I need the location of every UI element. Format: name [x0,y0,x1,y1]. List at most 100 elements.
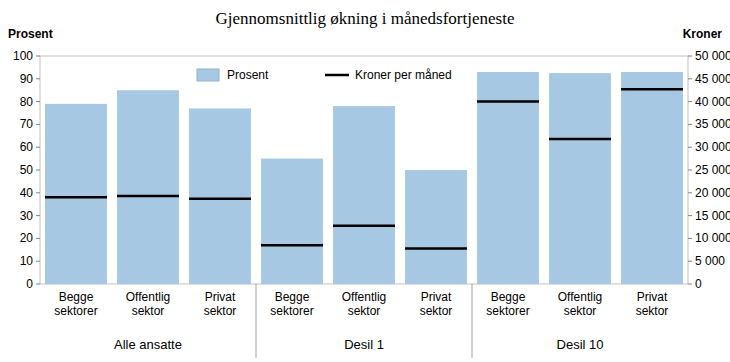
y-tick-label: 60 [20,140,34,154]
y-tick [36,261,40,262]
legend-label: Prosent [227,68,269,82]
chart: Gjennomsnittlig økning i månedsfortjenes… [0,0,730,362]
y2-tick-label: 30 000 [695,140,730,154]
y-tick-label: 80 [20,95,34,109]
y-tick-label: 0 [26,277,33,291]
category-label: Offentligsektor [342,290,386,318]
bar [549,73,611,284]
category-label-line: sektor [564,304,597,318]
category-label: Privatsektor [636,290,669,318]
y2-tick-label: 35 000 [695,117,730,131]
y2-tick [688,101,692,102]
category-label-line: sektor [420,304,453,318]
category-label: Privatsektor [420,290,453,318]
legend-swatch [197,69,219,81]
y-tick [36,78,40,79]
category-label-line: sektor [636,304,669,318]
plot-frame [40,56,688,284]
y-tick-label: 10 [20,254,34,268]
legend: Prosent Kroner per måned [197,68,452,82]
y2-tick [688,261,692,262]
dash-marker [405,247,467,250]
y-tick-label: 100 [13,49,33,63]
category-label: Offentligsektor [126,290,170,318]
y2-tick-label: 0 [695,277,702,291]
category-label-line: Begge [491,290,526,304]
category-label-line: Privat [637,290,668,304]
y2-tick-label: 45 000 [695,72,730,86]
category-label-line: Begge [59,290,94,304]
bar [117,90,179,284]
dash-marker [117,195,179,198]
category-label: Beggesektorer [54,290,97,318]
y2-tick-label: 40 000 [695,95,730,109]
dash-marker [621,88,683,91]
category-label: Offentligsektor [558,290,602,318]
dash-marker [261,244,323,247]
bar [189,108,251,284]
y2-tick [688,238,692,239]
y-tick-label: 40 [20,186,34,200]
y2-tick-label: 50 000 [695,49,730,63]
dash-marker [189,197,251,200]
category-label-line: sektorer [54,304,97,318]
category-label-line: Begge [275,290,310,304]
group-label: Desil 1 [344,337,384,352]
y2-axis-title: Kroner [683,27,723,41]
y-tick [36,238,40,239]
category-label-line: sektor [204,304,237,318]
category-label-line: Offentlig [126,290,170,304]
y2-tick [688,78,692,79]
category-label: Beggesektorer [486,290,529,318]
group-separator [472,284,473,358]
y-tick [36,284,40,285]
category-label: Privatsektor [204,290,237,318]
category-label-line: sektor [132,304,165,318]
y-tick [36,147,40,148]
y2-tick [688,215,692,216]
dash-marker [549,138,611,141]
bar [477,72,539,284]
y2-tick [688,147,692,148]
y-axis-title: Prosent [8,27,53,41]
y2-tick [688,284,692,285]
y-tick [36,124,40,125]
y-tick-label: 90 [20,72,34,86]
legend-label: Kroner per måned [355,68,452,82]
y-tick [36,101,40,102]
y-tick [36,170,40,171]
dash-marker [333,224,395,227]
y-tick-label: 20 [20,231,34,245]
category-label-line: sektorer [270,304,313,318]
category-label-line: sektorer [486,304,529,318]
y-tick [36,56,40,57]
y-tick-label: 50 [20,163,34,177]
bar [621,72,683,284]
category-label-line: Privat [421,290,452,304]
y2-tick [688,192,692,193]
title: Gjennomsnittlig økning i månedsfortjenes… [216,9,515,28]
category-label-line: Offentlig [342,290,386,304]
y-tick [36,192,40,193]
y2-tick-label: 10 000 [695,231,730,245]
dash-marker [477,100,539,103]
bar [261,159,323,284]
y-tick-label: 30 [20,209,34,223]
y2-tick-label: 25 000 [695,163,730,177]
y2-tick [688,124,692,125]
y2-tick-label: 15 000 [695,209,730,223]
y-tick-label: 70 [20,117,34,131]
group-label: Desil 10 [557,337,604,352]
category-label-line: Privat [205,290,236,304]
bar [405,170,467,284]
group-label: Alle ansatte [114,337,182,352]
bar [333,106,395,284]
y2-tick-label: 5 000 [695,254,725,268]
y2-tick [688,56,692,57]
y2-tick [688,170,692,171]
group-separator [256,284,257,358]
y2-tick-label: 20 000 [695,186,730,200]
y-tick [36,215,40,216]
bar [45,104,107,284]
legend-swatch [325,74,349,77]
